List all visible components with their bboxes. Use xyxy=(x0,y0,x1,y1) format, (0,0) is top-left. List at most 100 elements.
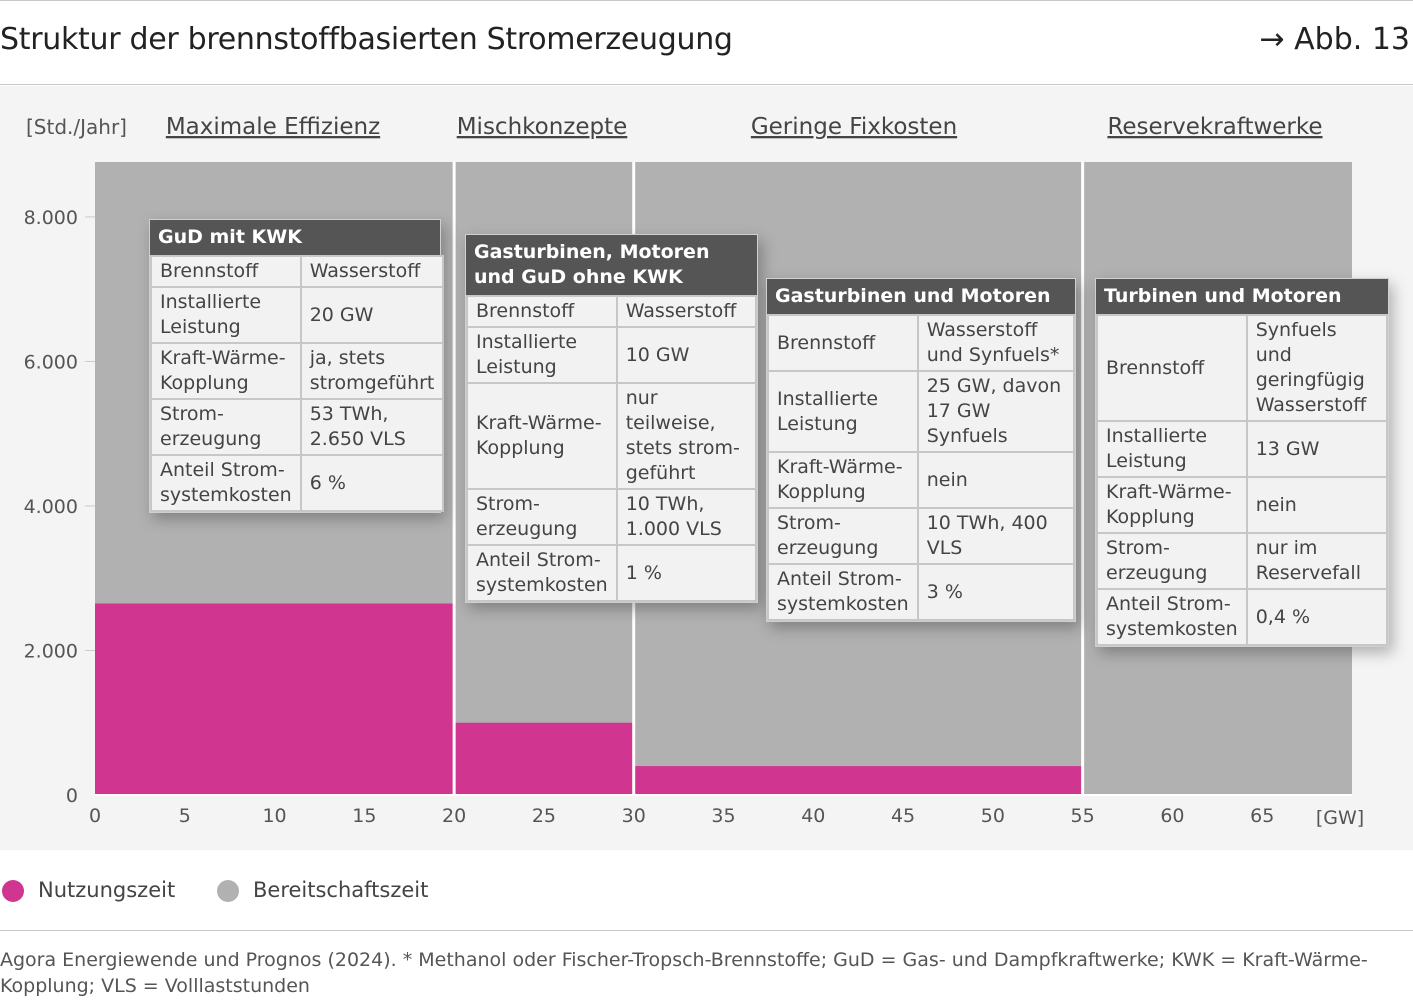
info-box-title: Gasturbinen und Motoren xyxy=(767,279,1075,314)
table-row: Kraft-Wärme-Kopplung nein xyxy=(767,451,1076,509)
page-title: Struktur der brennstoffbasierten Stromer… xyxy=(0,22,733,57)
row-key: Installierte Leistung xyxy=(1096,420,1248,478)
row-value: Wasserstoff xyxy=(615,295,758,328)
table-row: Brennstoff Wasserstoff xyxy=(150,255,445,288)
category-label-1: Mischkonzepte xyxy=(457,114,628,140)
row-key: Strom-erzeugung xyxy=(466,488,618,546)
top-rule xyxy=(0,0,1413,1)
info-box-turbinen-motoren: Turbinen und Motoren Brennstoff Synfuels … xyxy=(1095,278,1389,647)
row-key: Kraft-Wärme-Kopplung xyxy=(1096,476,1248,534)
legend-label-usage: Nutzungszeit xyxy=(38,878,176,902)
x-tick-label: 15 xyxy=(352,805,376,827)
y-tick-label: 4.000 xyxy=(24,496,78,518)
legend-swatch-usage xyxy=(2,880,24,902)
table-row: Installierte Leistung 25 GW, davon 17 GW … xyxy=(767,370,1076,453)
info-box-title: Turbinen und Motoren xyxy=(1096,279,1388,314)
row-value: 10 GW xyxy=(615,326,758,384)
row-key: Installierte Leistung xyxy=(466,326,618,384)
table-row: Kraft-Wärme-Kopplung nur teilweise, stets… xyxy=(466,382,758,490)
x-tick-label: 40 xyxy=(801,805,825,827)
table-row: Brennstoff Wasserstoff xyxy=(466,295,758,328)
y-tick-label: 2.000 xyxy=(24,640,78,662)
row-value: Wasserstoff und Synfuels* xyxy=(916,314,1076,372)
figure-reference[interactable]: → Abb. 13 xyxy=(1259,22,1410,57)
y-axis-label: [Std./Jahr] xyxy=(26,115,127,139)
row-key: Strom-erzeugung xyxy=(150,398,302,456)
table-row: Strom-erzeugung 10 TWh, 1.000 VLS xyxy=(466,488,758,546)
row-key: Anteil Strom-systemkosten xyxy=(150,454,302,512)
y-tick-label: 0 xyxy=(66,785,78,807)
info-table: Brennstoff Synfuels und geringfügig Wasse… xyxy=(1096,314,1389,646)
row-value: Synfuels und geringfügig Wasserstoff xyxy=(1245,314,1389,422)
y-tick-label: 6.000 xyxy=(24,351,78,373)
row-key: Kraft-Wärme-Kopplung xyxy=(767,451,919,509)
table-row: Anteil Strom-systemkosten 0,4 % xyxy=(1096,588,1389,646)
x-tick-label: 55 xyxy=(1071,805,1095,827)
table-row: Anteil Strom-systemkosten 6 % xyxy=(150,454,445,512)
table-row: Installierte Leistung 10 GW xyxy=(466,326,758,384)
category-label-3: Reservekraftwerke xyxy=(1107,114,1322,140)
source-note: Agora Energiewende und Prognos (2024). *… xyxy=(0,949,1368,997)
row-key: Anteil Strom-systemkosten xyxy=(1096,588,1248,646)
info-table: Brennstoff Wasserstoff Installierte Leist… xyxy=(466,295,758,602)
footer-rule xyxy=(0,930,1413,931)
row-value: 1 % xyxy=(615,544,758,602)
row-key: Kraft-Wärme-Kopplung xyxy=(150,342,302,400)
info-box-gasturbinen-motoren: Gasturbinen und Motoren Brennstoff Wasser… xyxy=(766,278,1076,622)
row-value: nur im Reservefall xyxy=(1245,532,1389,590)
row-value: Wasserstoff xyxy=(299,255,445,288)
x-tick-label: 50 xyxy=(981,805,1005,827)
category-label-0: Maximale Effizienz xyxy=(166,114,380,140)
row-key: Brennstoff xyxy=(1096,314,1248,422)
table-row: Strom-erzeugung 53 TWh, 2.650 VLS xyxy=(150,398,445,456)
table-row: Strom-erzeugung nur im Reservefall xyxy=(1096,532,1389,590)
info-box-title: GuD mit KWK xyxy=(150,220,440,255)
category-label-2: Geringe Fixkosten xyxy=(751,114,957,140)
x-tick-label: 20 xyxy=(442,805,466,827)
x-tick-label: 30 xyxy=(622,805,646,827)
info-box-gud-mit-kwk: GuD mit KWK Brennstoff Wasserstoff Instal… xyxy=(149,219,445,513)
x-tick-label: 45 xyxy=(891,805,915,827)
row-key: Strom-erzeugung xyxy=(767,507,919,565)
row-value: 20 GW xyxy=(299,286,445,344)
table-row: Anteil Strom-systemkosten 3 % xyxy=(767,563,1076,621)
table-row: Kraft-Wärme-Kopplung nein xyxy=(1096,476,1389,534)
header-rule xyxy=(0,84,1413,85)
info-table: Brennstoff Wasserstoff und Synfuels* Inst… xyxy=(767,314,1076,621)
row-value: 13 GW xyxy=(1245,420,1389,478)
info-box-gasturbinen-motoren-gud: Gasturbinen, Motoren und GuD ohne KWK Br… xyxy=(465,234,758,603)
row-value: 25 GW, davon 17 GW Synfuels xyxy=(916,370,1076,453)
bar-usage-2 xyxy=(633,766,1083,795)
row-value: nur teilweise, stets strom-geführt xyxy=(615,382,758,490)
x-tick-label: 25 xyxy=(532,805,556,827)
row-key: Anteil Strom-systemkosten xyxy=(466,544,618,602)
table-row: Brennstoff Synfuels und geringfügig Wasse… xyxy=(1096,314,1389,422)
bar-usage-0 xyxy=(95,603,455,795)
row-key: Brennstoff xyxy=(767,314,919,372)
info-box-title: Gasturbinen, Motoren und GuD ohne KWK xyxy=(466,235,757,295)
x-tick-label: 5 xyxy=(179,805,191,827)
row-value: 10 TWh, 400 VLS xyxy=(916,507,1076,565)
row-key: Strom-erzeugung xyxy=(1096,532,1248,590)
row-value: nein xyxy=(916,451,1076,509)
table-row: Brennstoff Wasserstoff und Synfuels* xyxy=(767,314,1076,372)
row-value: 10 TWh, 1.000 VLS xyxy=(615,488,758,546)
row-key: Installierte Leistung xyxy=(767,370,919,453)
x-tick-label: 0 xyxy=(89,805,101,827)
x-tick-label: 60 xyxy=(1160,805,1184,827)
row-key: Brennstoff xyxy=(466,295,618,328)
row-value: nein xyxy=(1245,476,1389,534)
x-tick-label: 35 xyxy=(711,805,735,827)
row-key: Anteil Strom-systemkosten xyxy=(767,563,919,621)
row-key: Brennstoff xyxy=(150,255,302,288)
row-key: Kraft-Wärme-Kopplung xyxy=(466,382,618,490)
row-value: 6 % xyxy=(299,454,445,512)
x-tick-label: 10 xyxy=(262,805,286,827)
info-table: Brennstoff Wasserstoff Installierte Leist… xyxy=(150,255,445,512)
row-value: 3 % xyxy=(916,563,1076,621)
row-value: 53 TWh, 2.650 VLS xyxy=(299,398,445,456)
row-value: ja, stets stromgeführt xyxy=(299,342,445,400)
table-row: Kraft-Wärme-Kopplung ja, stets stromgefüh… xyxy=(150,342,445,400)
x-tick-label: 65 xyxy=(1250,805,1274,827)
legend-swatch-standby xyxy=(217,880,239,902)
